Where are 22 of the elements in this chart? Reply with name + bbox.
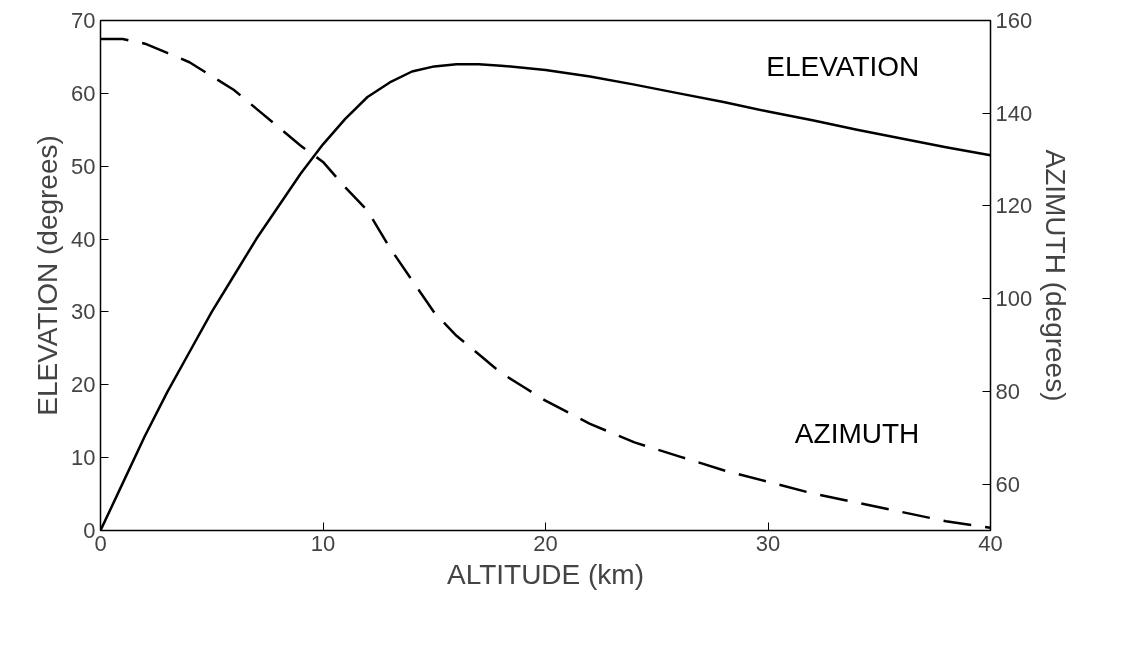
series-label: AZIMUTH: [794, 418, 920, 450]
y2-tick-label: 120: [995, 193, 1033, 219]
y2-tick-label: 80: [995, 378, 1020, 404]
x-axis-title: ALTITUDE (km): [446, 558, 645, 590]
y-tick-label: 30: [71, 299, 96, 325]
y2-tick-label: 100: [995, 286, 1033, 312]
x-tick-label: 20: [533, 530, 558, 556]
y-tick-label: 40: [71, 226, 96, 252]
y-tick-label: 20: [71, 372, 96, 398]
y2-tick-label: 140: [995, 100, 1033, 126]
y-axis-title: ELEVATION (degrees): [32, 135, 64, 416]
y2-axis-title: AZIMUTH (degrees): [1040, 149, 1072, 402]
y-tick-label: 70: [71, 8, 96, 33]
series-label: ELEVATION: [766, 50, 920, 82]
y2-tick-label: 160: [995, 8, 1033, 33]
y2-tick-label: 60: [995, 471, 1020, 497]
x-tick-label: 10: [310, 530, 336, 556]
x-tick-label: 40: [978, 530, 1003, 556]
y-tick-label: 60: [71, 80, 96, 106]
y-tick-label: 50: [71, 153, 96, 179]
y-tick-label: 10: [71, 445, 96, 471]
x-tick-label: 30: [755, 530, 781, 556]
